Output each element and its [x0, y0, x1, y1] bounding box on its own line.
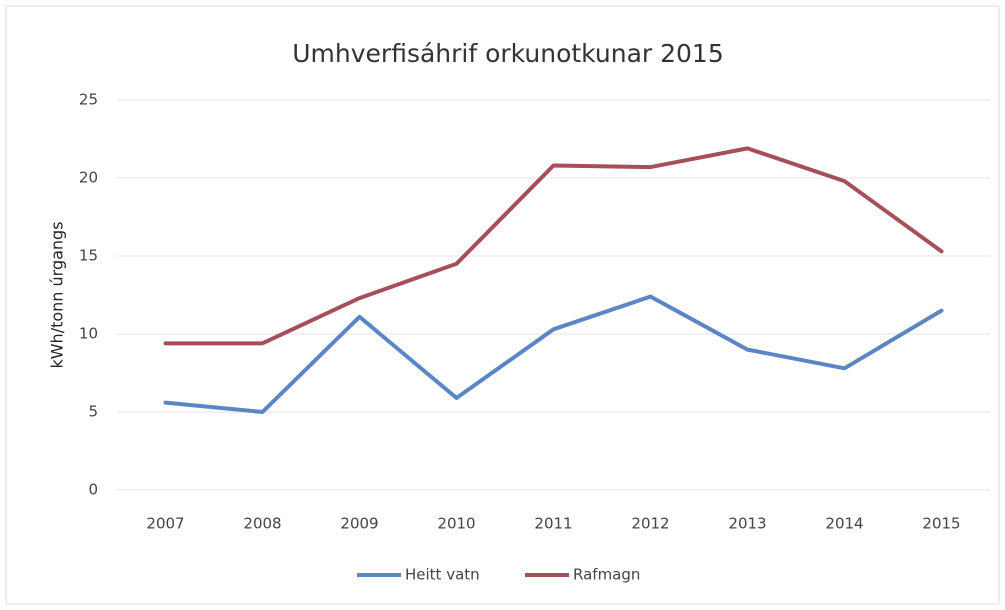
chart-frame	[5, 5, 1000, 605]
x-tick-label: 2013	[728, 515, 766, 533]
x-tick-label: 2012	[631, 515, 669, 533]
y-tick-label: 20	[79, 169, 98, 187]
y-tick-label: 10	[79, 325, 98, 343]
y-tick-label: 0	[88, 481, 98, 499]
y-tick-label: 5	[88, 403, 98, 421]
y-axis-label: kWh/tonn úrgangs	[48, 221, 67, 368]
legend-label: Rafmagn	[573, 566, 640, 584]
x-tick-label: 2010	[437, 515, 475, 533]
x-tick-label: 2008	[243, 515, 281, 533]
y-tick-label: 15	[79, 247, 98, 265]
x-tick-label: 2015	[922, 515, 960, 533]
chart-title: Umhverfisáhrif orkunotkunar 2015	[292, 39, 724, 68]
x-tick-label: 2014	[825, 515, 863, 533]
x-tick-label: 2007	[146, 515, 184, 533]
data-line	[163, 146, 944, 346]
y-tick-label: 25	[79, 91, 98, 109]
x-tick-label: 2011	[534, 515, 572, 533]
x-tick-label: 2009	[340, 515, 378, 533]
legend-label: Heitt vatn	[405, 566, 480, 584]
data-line	[163, 294, 944, 414]
